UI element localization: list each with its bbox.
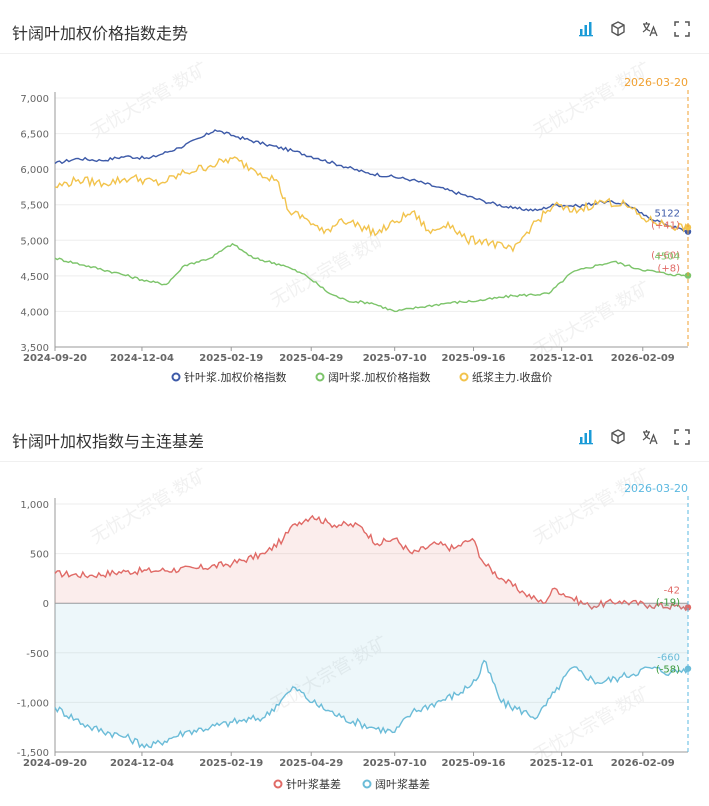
x-tick-label: 2025-02-19 [199,758,263,769]
x-tick-label: 2025-02-19 [199,353,263,364]
series-line [54,514,689,612]
end-value-label: (+41) [651,221,680,232]
x-tick-label: 2025-07-10 [363,353,427,364]
index-line-chart: 无忧大宗管·数矿 无忧大宗管·数矿无忧大宗管·数矿无忧大宗管·数矿3,5004,0… [20,58,692,384]
fullscreen-icon[interactable] [673,428,691,446]
title-divider [0,461,709,462]
x-tick-label: 2025-09-16 [442,353,506,364]
y-tick-label: 0 [43,599,49,610]
bar-chart-icon[interactable] [577,20,595,38]
y-tick-label: 4,000 [20,307,49,318]
legend-marker [459,372,469,382]
panel-title: 针阔叶加权指数与主连基差 [12,432,205,451]
legend-label: 阔叶浆.加权价格指数 [328,370,431,384]
x-tick-label: 2026-02-09 [611,353,675,364]
series-line [54,242,689,313]
y-tick-label: -1,500 [17,748,49,759]
y-tick-label: 5,000 [20,236,49,247]
legend-marker [273,779,283,789]
legend-marker [171,372,181,382]
y-tick-label: 3,500 [20,343,49,354]
y-tick-label: 7,000 [20,94,49,105]
watermark-text: 无忧大宗管·数矿 [530,58,655,142]
end-value-label: -660 [657,653,680,664]
y-tick-label: 4,500 [20,272,49,283]
end-value-label: (-19) [656,597,680,608]
x-tick-label: 2025-04-29 [279,758,343,769]
series-line [54,129,689,233]
watermark-text: 无忧大宗管·数矿 [87,58,212,142]
y-tick-label: -1,000 [17,698,49,709]
translate-icon[interactable] [641,428,659,446]
x-tick-label: 2026-02-09 [611,758,675,769]
series-end-point [684,665,692,672]
end-value-label: 5122 [655,209,680,220]
translate-icon[interactable] [641,20,659,38]
basis-area-chart: 无忧大宗管·数矿 无忧大宗管·数矿无忧大宗管·数矿无忧大宗管·数矿-1,500-1… [17,464,692,791]
title-divider [0,53,709,54]
end-value-label: (+60) [651,251,680,262]
x-tick-label: 2024-12-04 [110,758,174,769]
bar-chart-icon[interactable] [577,428,595,446]
basis-panel: 针阔叶加权指数与主连基差 无忧大宗管·数矿 无忧大宗管·数矿 无忧大宗管·数矿 无忧大… [0,408,709,806]
end-value-label: (+8) [657,264,680,275]
end-value-label: 4504 [655,252,680,263]
legend-label: 阔叶浆基差 [375,777,430,791]
series-area [55,515,688,611]
y-tick-label: 6,500 [20,130,49,141]
y-tick-label: -500 [26,649,49,660]
date-marker-label: 2026-03-20 [624,482,688,495]
x-tick-label: 2025-09-16 [442,758,506,769]
panel-title: 针阔叶加权价格指数走势 [12,24,189,43]
date-marker-label: 2026-03-20 [624,76,688,89]
chart-toolbar [577,20,691,38]
series-end-point [684,224,692,231]
x-tick-label: 2024-09-20 [23,758,87,769]
x-tick-label: 2025-12-01 [530,758,594,769]
legend-label: 针叶浆基差 [286,777,341,791]
y-tick-label: 5,500 [20,201,49,212]
fullscreen-icon[interactable] [673,20,691,38]
x-tick-label: 2025-12-01 [530,353,594,364]
x-tick-label: 2025-04-29 [279,353,343,364]
index-trend-panel: 针阔叶加权价格指数走势 无忧大宗管·数矿 无忧大宗管·数矿 无忧大宗管·数矿 无忧大宗… [0,0,709,400]
watermark-text: 无忧大宗管·数矿 [530,464,655,548]
x-tick-label: 2024-12-04 [110,353,174,364]
legend-marker [362,779,372,789]
x-tick-label: 2024-09-20 [23,353,87,364]
cube-icon[interactable] [609,20,627,38]
y-tick-label: 6,000 [20,165,49,176]
end-value-label: -42 [664,585,680,596]
watermark-text: 无忧大宗管·数矿 [87,464,212,548]
end-value-label: (-58) [656,665,680,676]
series-area [55,603,688,748]
chart-toolbar [577,428,691,446]
y-tick-label: 500 [30,550,49,561]
watermark-text: 无忧大宗管·数矿 [530,277,655,361]
legend-marker [315,372,325,382]
legend-label: 纸浆主力.收盘价 [472,370,553,384]
series-end-point [684,604,692,611]
series-line [54,659,689,749]
series-line [54,156,689,253]
y-tick-label: 1,000 [20,500,49,511]
legend-label: 针叶浆.加权价格指数 [184,370,287,384]
cube-icon[interactable] [609,428,627,446]
x-tick-label: 2025-07-10 [363,758,427,769]
